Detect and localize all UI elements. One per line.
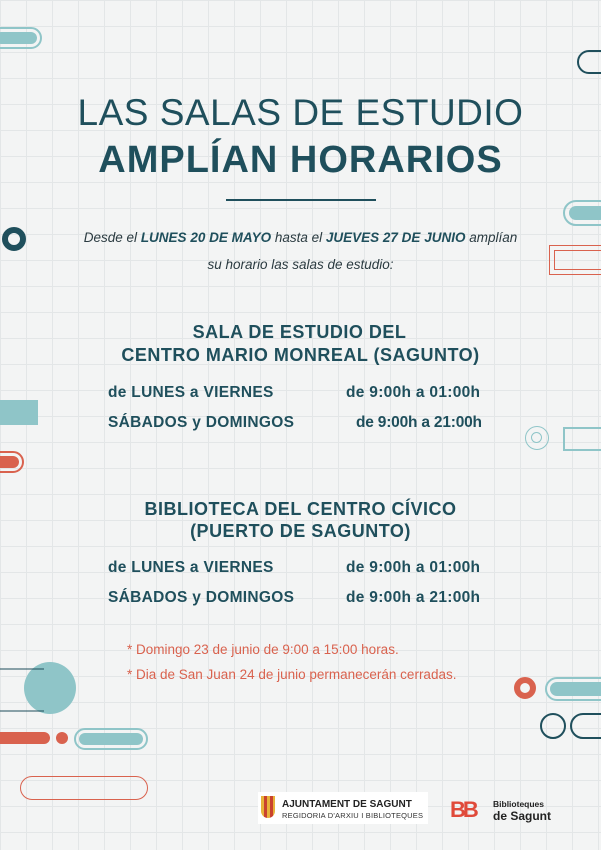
intro-text: amplían bbox=[465, 230, 518, 245]
title-line1: LAS SALAS DE ESTUDIO bbox=[77, 92, 524, 133]
deco-pill bbox=[545, 677, 601, 701]
section1-days: de LUNES a VIERNES bbox=[108, 384, 274, 401]
section2-title-line1: BIBLIOTECA DEL CENTRO CÍVICO bbox=[144, 499, 457, 519]
deco-circle bbox=[24, 662, 76, 714]
intro-text: Desde el bbox=[83, 230, 141, 245]
deco-ring bbox=[514, 677, 536, 699]
section2-hours: de 9:00h a 01:00h bbox=[346, 559, 481, 576]
deco-ring bbox=[540, 713, 566, 739]
deco-pill bbox=[577, 50, 601, 74]
note: * Dia de San Juan 24 de junio permanecer… bbox=[127, 667, 457, 682]
deco-dot bbox=[56, 732, 68, 744]
section1-days: SÁBADOS y DOMINGOS bbox=[108, 414, 295, 431]
section2-hours: de 9:00h a 21:00h bbox=[346, 589, 481, 606]
deco-pill bbox=[74, 728, 148, 750]
ajuntament-logo: AJUNTAMENT DE SAGUNT REGIDORIA D'ARXIU I… bbox=[258, 792, 428, 824]
deco-pill bbox=[0, 27, 42, 49]
section1-title-line2: CENTRO MARIO MONREAL (SAGUNTO) bbox=[121, 345, 480, 365]
deco-ring bbox=[2, 227, 26, 251]
deco-square bbox=[0, 400, 38, 425]
deco-rect bbox=[549, 245, 601, 275]
deco-pill bbox=[0, 732, 50, 744]
divider bbox=[226, 199, 376, 201]
section1-title-line1: SALA DE ESTUDIO DEL bbox=[192, 322, 407, 342]
title-line2: AMPLÍAN HORARIOS bbox=[98, 139, 503, 181]
deco-pill bbox=[563, 200, 601, 226]
bib-line2: de Sagunt bbox=[493, 809, 552, 823]
intro-text: hasta el bbox=[271, 230, 326, 245]
regidoria: REGIDORIA D'ARXIU I BIBLIOTEQUES bbox=[282, 811, 424, 820]
bib-line1: Biblioteques bbox=[493, 799, 545, 809]
deco-ring bbox=[525, 426, 549, 450]
section1-hours: de 9:00h a 21:00h bbox=[356, 414, 482, 431]
end-date: JUEVES 27 DE JUNIO bbox=[325, 230, 466, 245]
deco-pill bbox=[570, 713, 601, 739]
deco-pill bbox=[20, 776, 148, 800]
deco-arcs bbox=[0, 668, 44, 712]
coat-of-arms-icon bbox=[261, 796, 275, 818]
section1-hours: de 9:00h a 01:00h bbox=[346, 384, 481, 401]
deco-pill bbox=[0, 451, 24, 473]
intro-line2: su horario las salas de estudio: bbox=[207, 257, 394, 272]
section2-days: de LUNES a VIERNES bbox=[108, 559, 274, 576]
section2-title-line2: (PUERTO DE SAGUNTO) bbox=[190, 521, 411, 541]
note: * Domingo 23 de junio de 9:00 a 15:00 ho… bbox=[127, 642, 399, 657]
ajuntament-name: AJUNTAMENT DE SAGUNT bbox=[282, 799, 412, 810]
intro-line1: Desde el LUNES 20 DE MAYO hasta el JUEVE… bbox=[0, 230, 601, 245]
deco-rect bbox=[563, 427, 601, 451]
start-date: LUNES 20 DE MAYO bbox=[140, 230, 272, 245]
section2-days: SÁBADOS y DOMINGOS bbox=[108, 589, 295, 606]
bib-logo-mark: BB bbox=[450, 797, 479, 822]
